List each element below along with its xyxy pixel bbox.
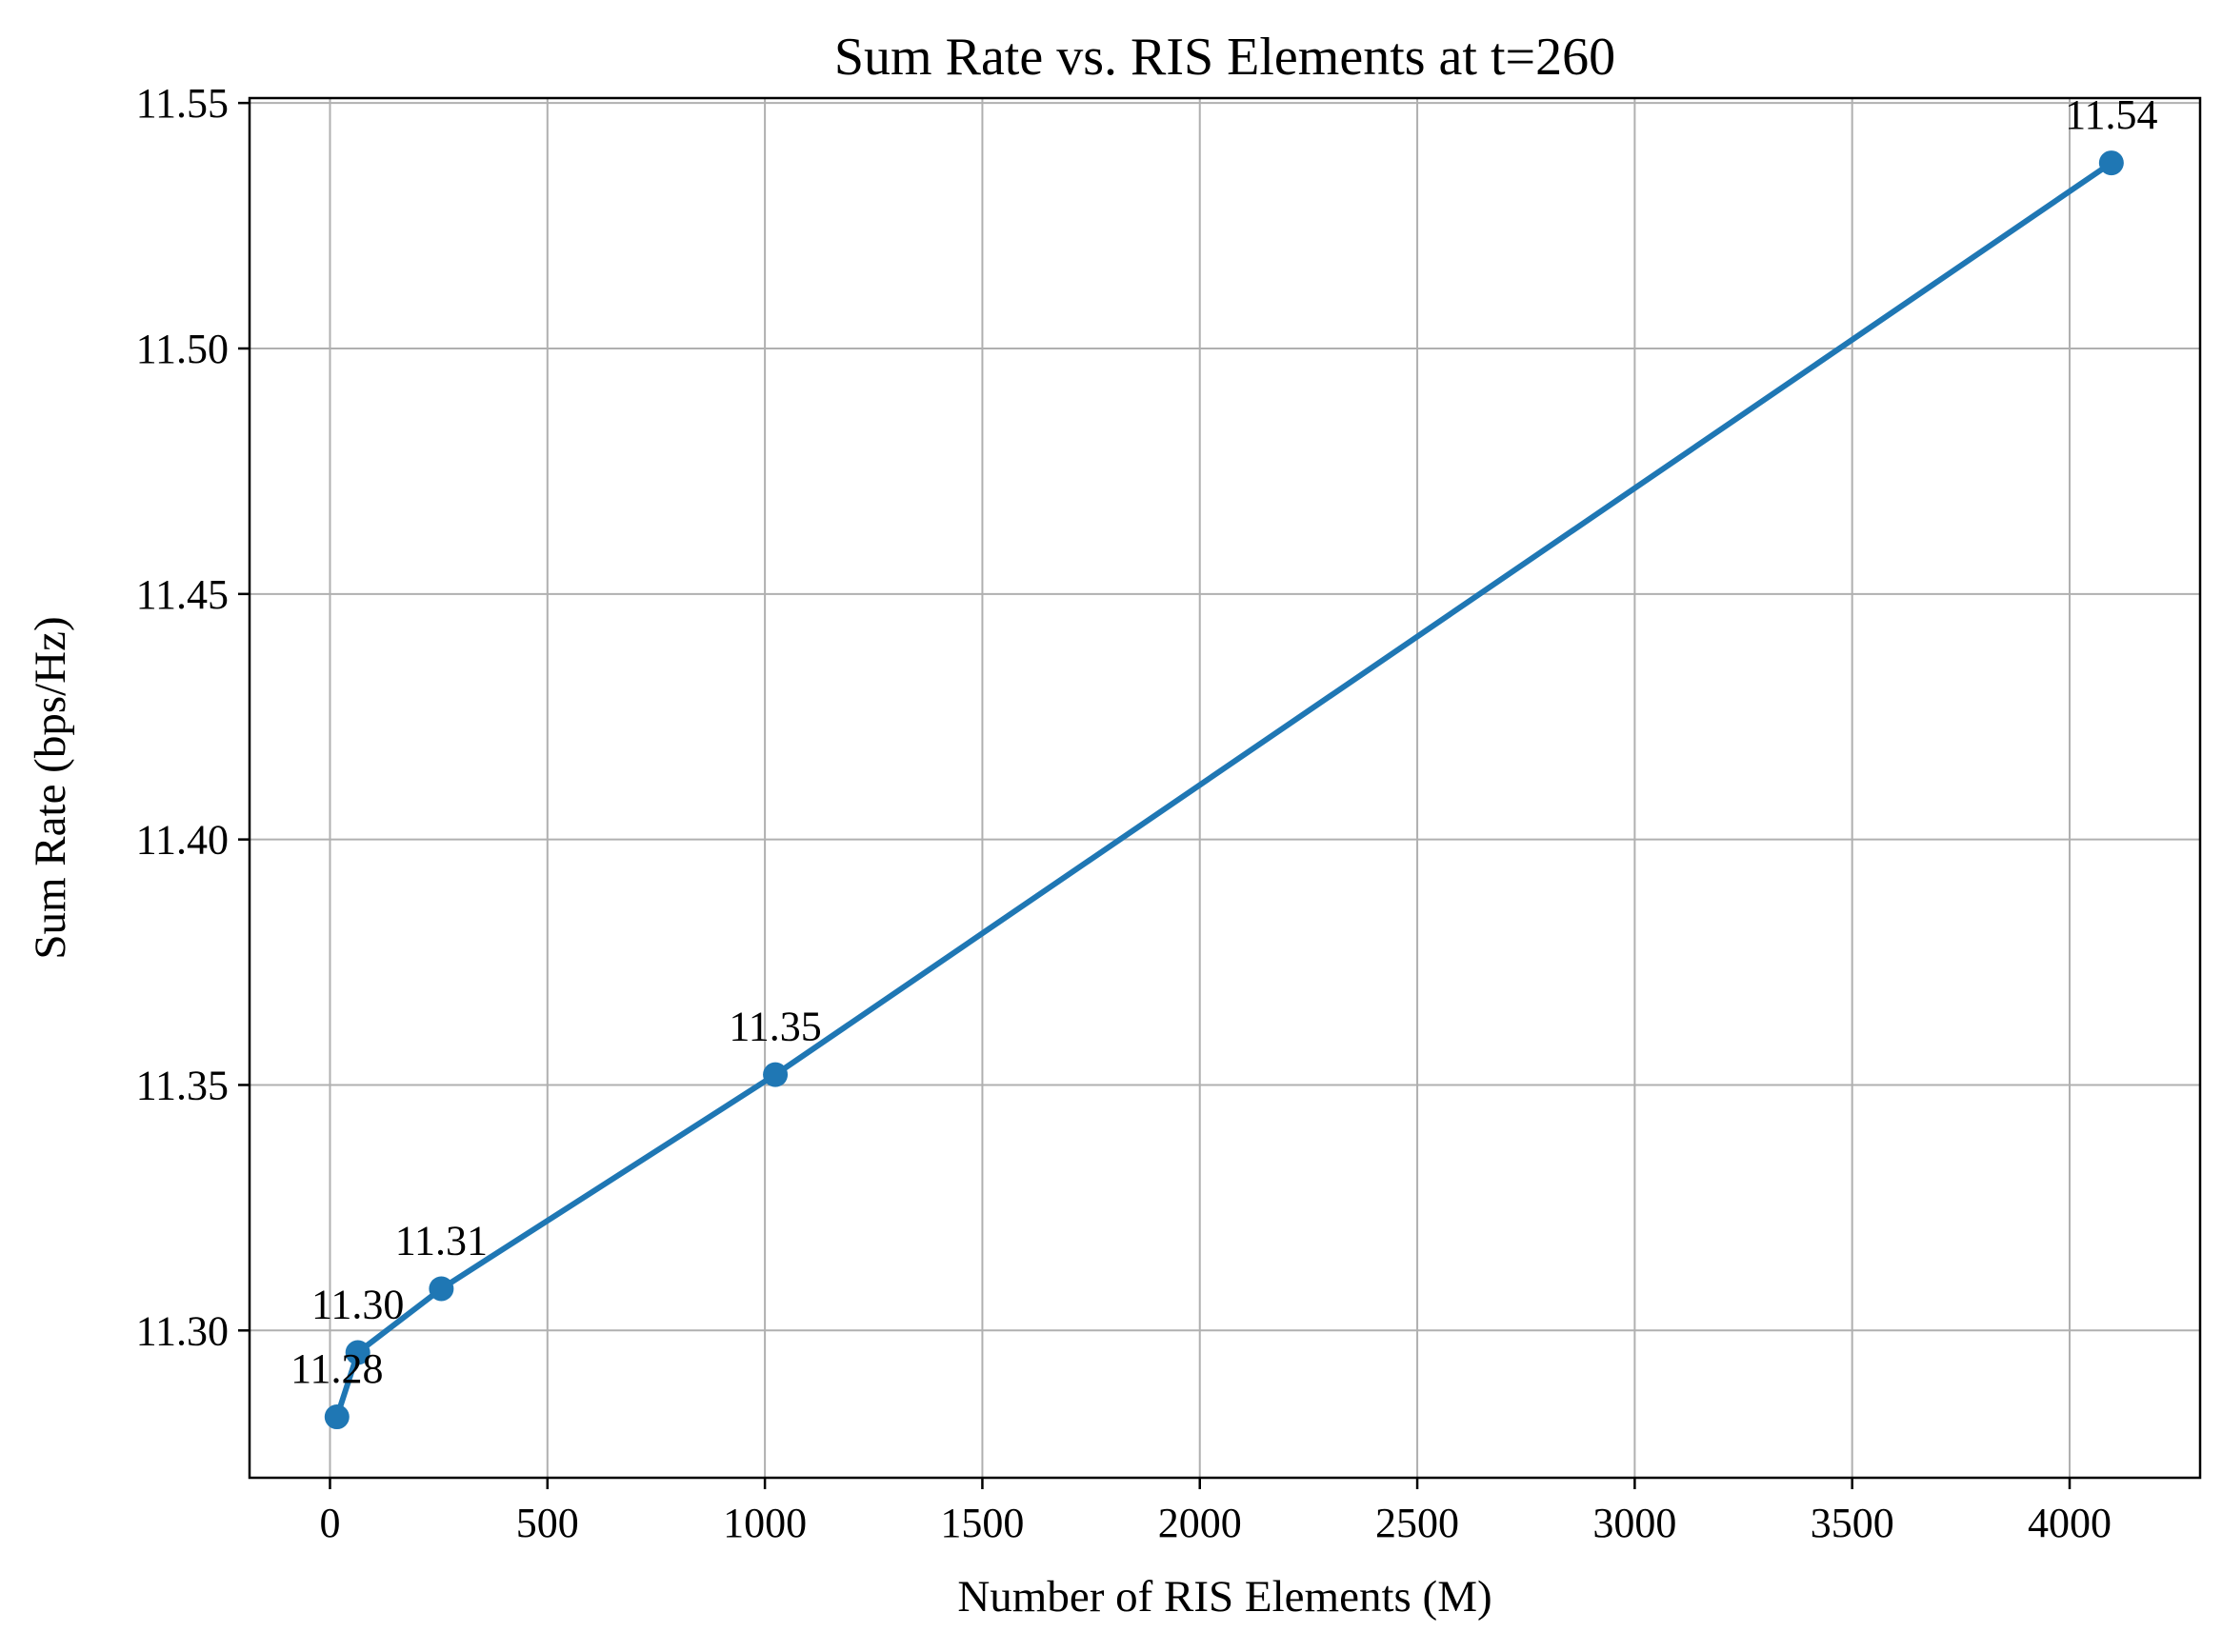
x-tick-label: 1000	[723, 1500, 807, 1546]
x-tick-label: 2500	[1375, 1500, 1459, 1546]
data-label: 11.31	[395, 1217, 488, 1264]
data-labels: 11.28 11.30 11.31 11.35 11.54	[290, 91, 2157, 1392]
data-point	[429, 1276, 454, 1302]
x-axis-label: Number of RIS Elements (M)	[957, 1572, 1491, 1622]
data-point	[324, 1404, 350, 1430]
plot-frame	[248, 96, 2202, 1480]
data-point	[2098, 150, 2124, 176]
data-label: 11.30	[311, 1282, 404, 1328]
data-label: 11.35	[729, 1004, 821, 1050]
x-tick-label: 3500	[1811, 1500, 1894, 1546]
data-label: 11.54	[2065, 91, 2157, 138]
y-tick-label: 11.55	[136, 80, 229, 127]
x-tick-label: 4000	[2028, 1500, 2112, 1546]
data-point	[763, 1062, 789, 1087]
ticks: 0 500 1000 1500 2000 2500 3000 3500 4000 11.30 11.…	[136, 80, 2112, 1546]
y-tick-label: 11.35	[136, 1062, 229, 1108]
x-tick-label: 0	[319, 1500, 340, 1546]
data-label: 11.28	[290, 1345, 383, 1392]
y-tick-label: 11.40	[136, 817, 229, 864]
chart-title: Sum Rate vs. RIS Elements at t=260	[834, 28, 1615, 87]
x-tick-label: 1500	[940, 1500, 1024, 1546]
y-axis-label: Sum Rate (bps/Hz)	[26, 616, 75, 959]
x-tick-label: 3000	[1592, 1500, 1676, 1546]
y-tick-label: 11.30	[136, 1307, 229, 1354]
x-tick-label: 500	[516, 1500, 579, 1546]
x-tick-label: 2000	[1158, 1500, 1242, 1546]
series-layer	[324, 150, 2124, 1430]
data-point	[345, 1340, 370, 1365]
y-tick-label: 11.50	[136, 326, 229, 372]
y-tick-label: 11.45	[136, 571, 229, 618]
